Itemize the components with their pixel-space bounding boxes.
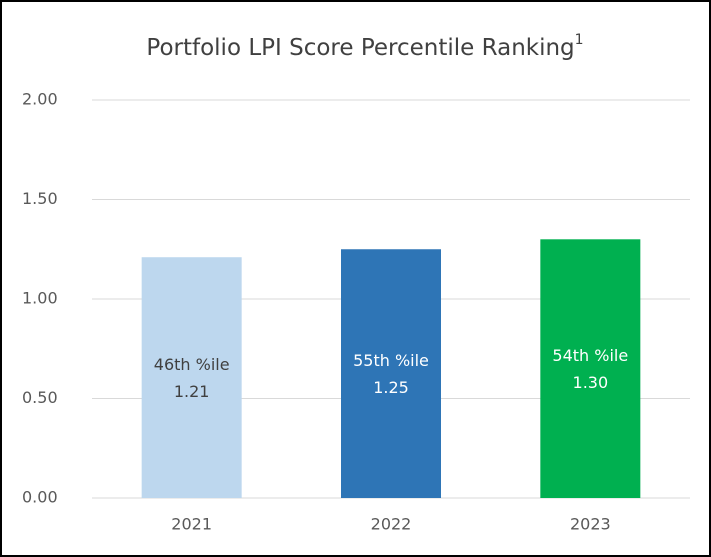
chart-title: Portfolio LPI Score Percentile Ranking [146, 35, 574, 61]
y-tick-label: 2.00 [22, 90, 58, 109]
bar [341, 249, 441, 498]
y-tick-label: 0.50 [22, 388, 58, 407]
y-tick-label: 0.00 [22, 488, 58, 507]
bar [141, 257, 242, 498]
percentile-label: 55th %ile [353, 351, 429, 370]
percentile-label: 54th %ile [552, 346, 628, 365]
data-label: 1.30 [573, 373, 609, 392]
data-label: 1.21 [174, 382, 210, 401]
data-label: 1.25 [373, 378, 409, 397]
x-tick-label: 2023 [570, 515, 611, 534]
chart-title-group: Portfolio LPI Score Percentile Ranking1 [146, 32, 583, 61]
title-superscript: 1 [575, 32, 584, 48]
x-tick-label: 2022 [371, 515, 412, 534]
y-tick-label: 1.50 [22, 189, 58, 208]
y-tick-label: 1.00 [22, 289, 58, 308]
bar [540, 239, 641, 499]
percentile-label: 46th %ile [154, 355, 230, 374]
x-tick-label: 2021 [171, 515, 212, 534]
